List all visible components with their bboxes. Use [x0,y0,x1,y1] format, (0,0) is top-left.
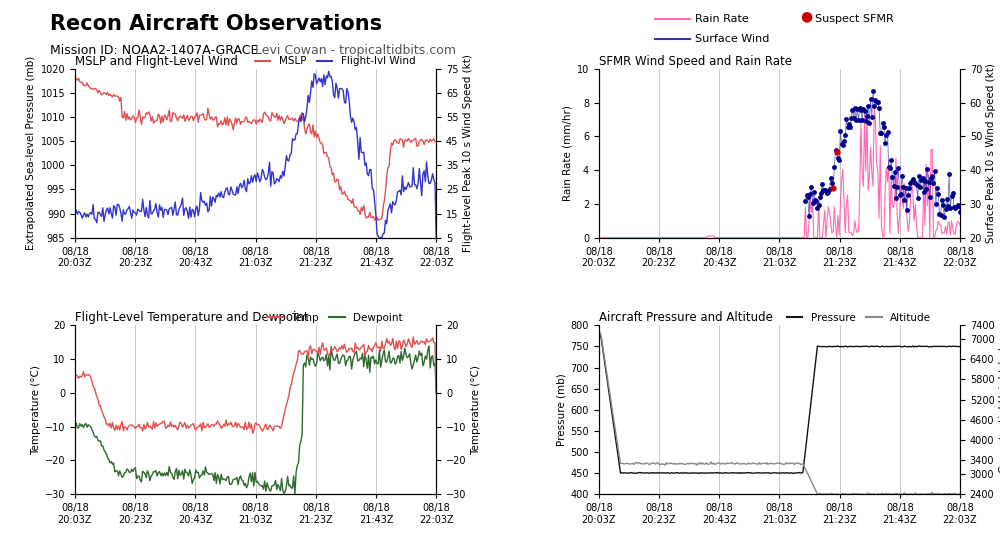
Text: Mission ID: NOAA2-1407A-GRACE: Mission ID: NOAA2-1407A-GRACE [50,44,258,57]
Y-axis label: Temperature (°C): Temperature (°C) [31,365,41,455]
Text: MSLP and Flight-Level Wind: MSLP and Flight-Level Wind [75,55,238,68]
Text: Levi Cowan - tropicaltidbits.com: Levi Cowan - tropicaltidbits.com [255,44,456,57]
Y-axis label: Temperature (°C): Temperature (°C) [471,365,481,455]
Legend: MSLP, Flight-lvl Wind: MSLP, Flight-lvl Wind [251,52,419,71]
Text: Recon Aircraft Observations: Recon Aircraft Observations [50,14,382,34]
Y-axis label: Pressure (mb): Pressure (mb) [556,373,566,446]
Y-axis label: Surface Peak 10 s Wind Speed (kt): Surface Peak 10 s Wind Speed (kt) [986,63,996,243]
Y-axis label: Rain Rate (mm/hr): Rain Rate (mm/hr) [563,105,573,201]
Y-axis label: Geopotential Height (m): Geopotential Height (m) [999,347,1000,473]
Y-axis label: Flight-level Peak 10 s Wind Speed (kt): Flight-level Peak 10 s Wind Speed (kt) [463,55,473,252]
Text: Rain Rate: Rain Rate [695,14,749,24]
Text: SFMR Wind Speed and Rain Rate: SFMR Wind Speed and Rain Rate [599,55,792,68]
Text: Aircraft Pressure and Altitude: Aircraft Pressure and Altitude [599,311,773,324]
Text: Suspect SFMR: Suspect SFMR [815,14,894,24]
Text: Surface Wind: Surface Wind [695,34,769,44]
Legend: Temp, Dewpoint: Temp, Dewpoint [263,309,407,327]
Text: Flight-Level Temperature and Dewpoint: Flight-Level Temperature and Dewpoint [75,311,309,324]
Text: ●: ● [800,9,812,24]
Y-axis label: Extrapolated Sea-level Pressure (mb): Extrapolated Sea-level Pressure (mb) [26,56,36,251]
Legend: Pressure, Altitude: Pressure, Altitude [783,309,935,327]
